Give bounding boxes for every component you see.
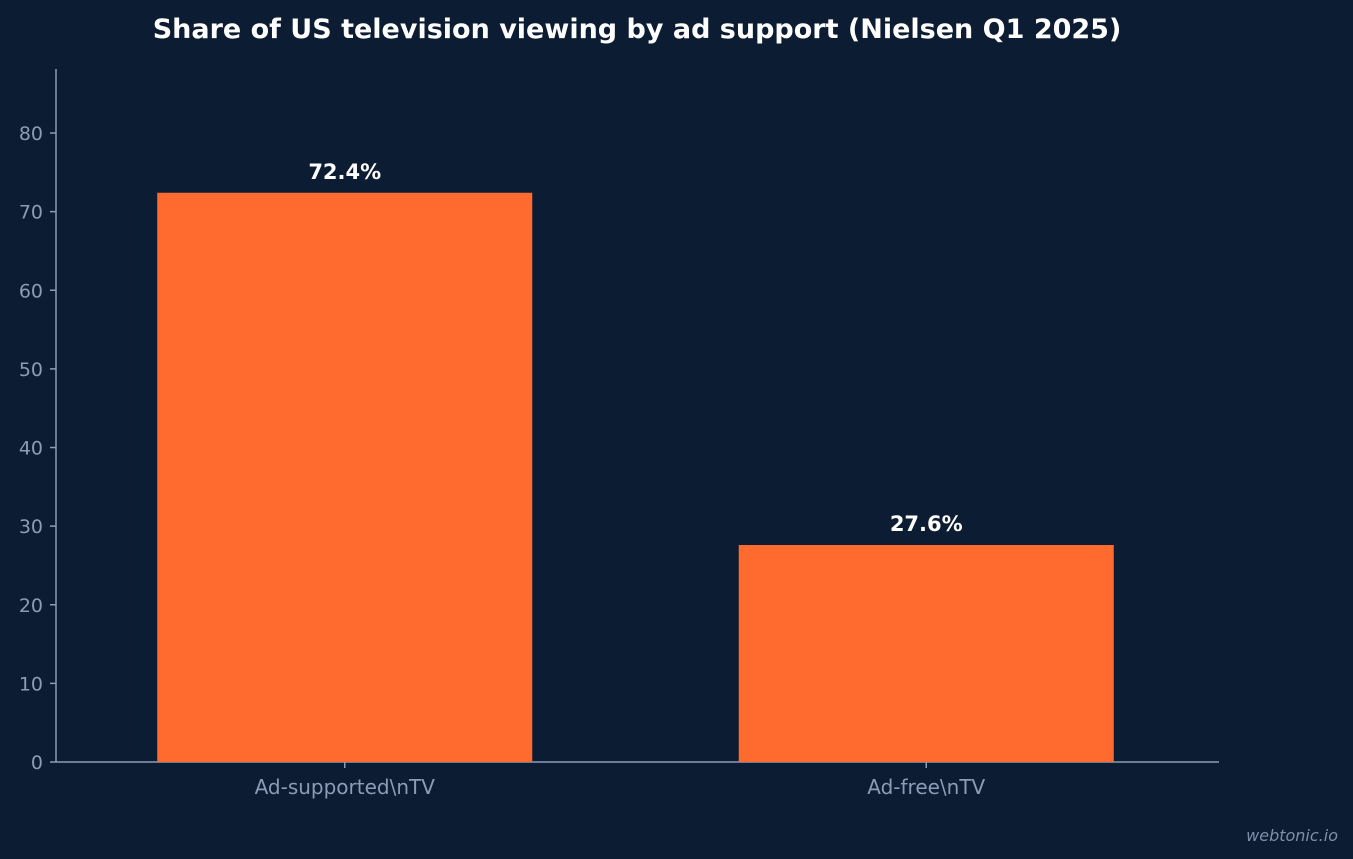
y-tick-label: 60 <box>19 280 43 302</box>
y-tick-label: 40 <box>19 438 43 460</box>
x-tick-label: Ad-free\nTV <box>867 775 985 799</box>
bar <box>738 544 1114 762</box>
y-tick-label: 20 <box>19 595 43 617</box>
bar <box>157 192 533 762</box>
x-tick-label: Ad-supported\nTV <box>255 775 436 799</box>
y-tick-label: 30 <box>19 516 43 538</box>
y-tick-label: 70 <box>19 202 43 224</box>
bar-value-label: 27.6% <box>890 512 963 536</box>
y-tick-label: 0 <box>31 752 43 774</box>
bar-value-label: 72.4% <box>308 160 381 184</box>
watermark: webtonic.io <box>1246 826 1338 845</box>
y-tick-label: 10 <box>19 673 43 695</box>
y-tick-label: 80 <box>19 123 43 145</box>
y-tick-label: 50 <box>19 359 43 381</box>
chart-title: Share of US television viewing by ad sup… <box>153 14 1122 45</box>
plot-area: 0 10 20 30 40 50 60 70 80 72.4% Ad-supported\nTV 27… <box>19 69 1219 799</box>
